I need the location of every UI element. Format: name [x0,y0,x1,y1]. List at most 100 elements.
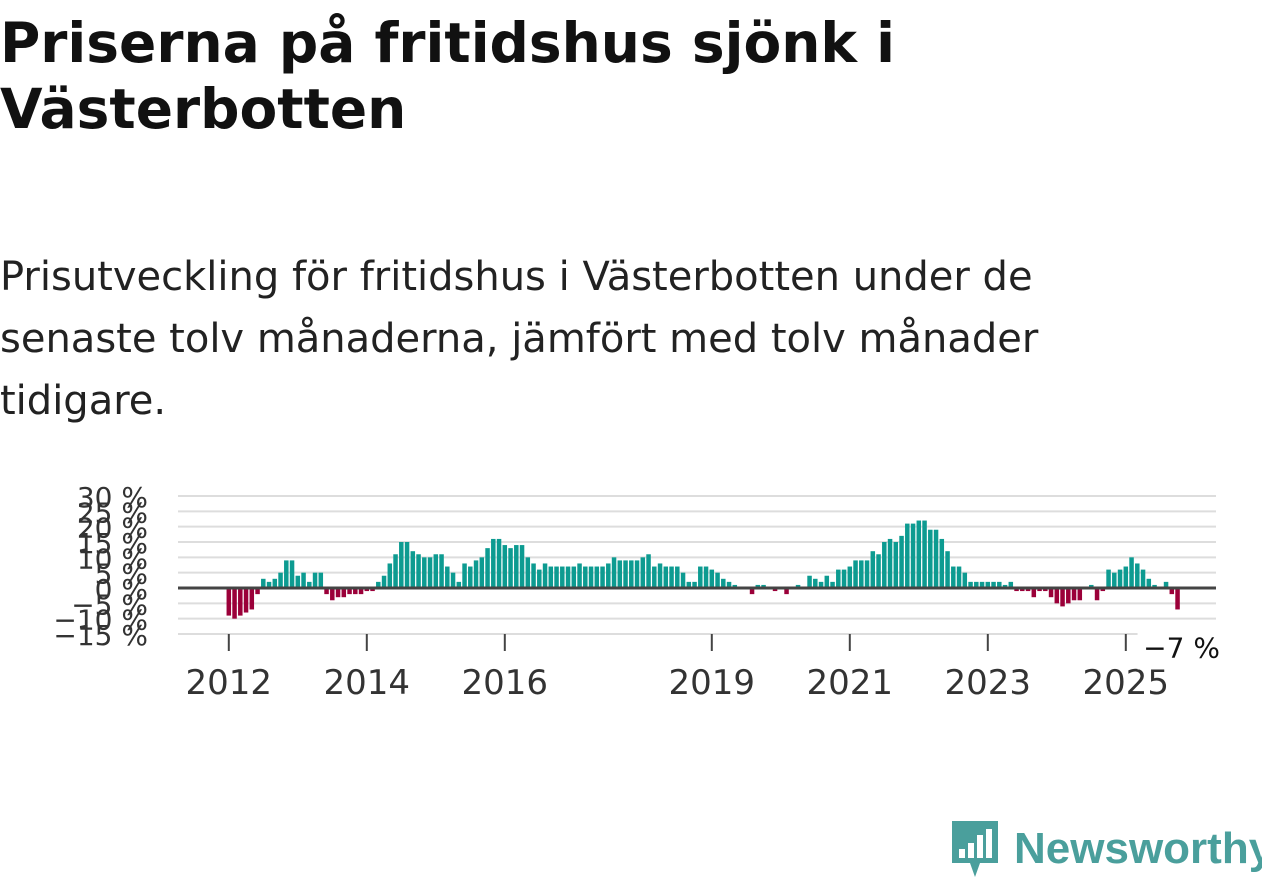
bar [1002,584,1008,588]
bar [324,588,329,595]
page-title: Priserna på fritidshus sjönk i Västerbot… [0,11,895,141]
bar [548,566,554,588]
page-subtitle: Prisutveckling för fritidshus i Västerbo… [0,254,1039,424]
bar [347,588,352,595]
bar [485,548,490,588]
bar [1146,578,1152,588]
bar [289,560,295,588]
bar [318,572,324,588]
bar [353,588,358,595]
bar [951,566,956,588]
bar [232,588,237,619]
end-label-bg [1137,629,1226,670]
bar [272,578,278,588]
bar [830,581,835,588]
bar [916,520,922,588]
bar [491,538,496,588]
bar [899,535,904,588]
bar [876,554,881,588]
x-tick-label: 2021 [807,663,894,700]
bar [399,542,404,588]
bar [1163,581,1169,588]
bar [1123,566,1129,588]
bar [991,581,996,588]
bar [594,566,600,588]
bar [295,575,301,588]
bar [1008,581,1014,588]
bar [565,566,571,588]
bar [933,529,939,588]
bar [646,554,651,588]
bar [519,545,525,588]
bar [312,572,318,588]
bar [600,566,605,588]
bar [882,542,887,588]
bar [261,578,266,588]
bar [571,566,577,588]
bar [606,563,611,588]
axis-layer: 30 %25 %20 %15 %10 %5 %0 %−5 %−10 %−15 %… [53,481,1226,700]
bar [335,588,341,598]
bar [974,581,979,588]
bar [542,563,548,588]
y-tick-label: 20 % [77,512,148,545]
bar [1140,569,1146,588]
bar [496,538,502,588]
bar [1020,588,1025,592]
bar [870,551,876,588]
end-value-label: −7 % [1143,631,1220,664]
bar [910,523,916,588]
bar [749,588,755,595]
bar [422,557,427,588]
bar [864,560,870,588]
bar [387,563,393,588]
bar [956,566,962,588]
y-tick-label: 10 % [77,542,148,575]
bar [238,588,243,616]
bar [847,566,853,588]
bar [560,566,565,588]
bar [721,578,726,588]
bar [1152,584,1157,588]
bar [640,557,646,588]
bar [945,551,950,588]
x-tick-label: 2016 [462,663,549,700]
bar [1169,588,1175,595]
bar [433,554,439,588]
bar [692,581,697,588]
bar [939,538,945,588]
y-tick-label: 5 % [95,558,148,591]
bar [284,560,289,588]
bar [416,554,421,588]
bar [278,572,283,588]
bar [1135,563,1140,588]
bar [376,581,381,588]
bar [456,581,462,588]
bar [841,569,847,588]
y-tick-label: 0 % [95,573,148,606]
bar [330,588,335,601]
y-tick-label: −10 % [53,604,148,637]
x-tick-label: 2019 [669,663,756,700]
bar [680,572,686,588]
bar [784,588,789,595]
bar [928,529,933,588]
bar [772,588,778,592]
bar [905,523,910,588]
bar [997,581,1002,588]
bar [629,560,634,588]
bar [824,575,830,588]
bar [1129,557,1134,588]
bar [1054,588,1060,604]
grid-layer [178,495,1216,635]
bar [583,566,588,588]
bar [795,584,801,588]
bar [1048,588,1054,598]
bar [1025,588,1031,592]
bar [669,566,674,588]
bar [525,557,531,588]
bar [859,560,864,588]
y-tick-label: −5 % [71,588,148,621]
bar [1071,588,1077,601]
bar [1106,569,1111,588]
